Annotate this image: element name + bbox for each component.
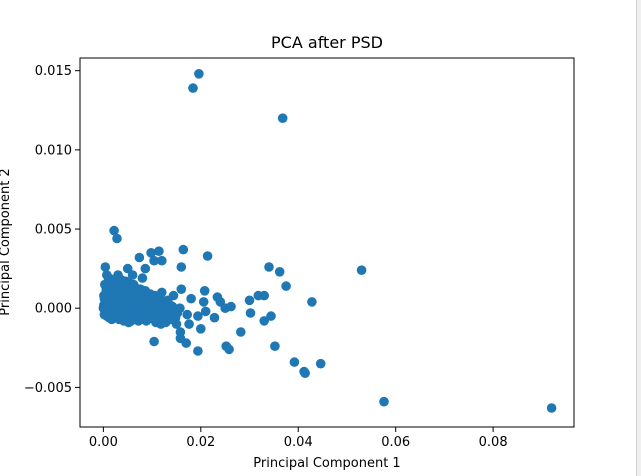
y-axis-label: Principal Component 2 (0, 168, 13, 315)
data-point (127, 270, 138, 280)
data-point (134, 252, 145, 263)
data-points (98, 69, 557, 413)
data-point (281, 281, 291, 291)
data-point (264, 262, 274, 272)
data-point (176, 284, 187, 295)
window-edge (636, 0, 641, 476)
x-tick-label: 0.02 (186, 435, 215, 450)
y-tick-label: −0.005 (24, 381, 72, 396)
data-point (193, 346, 203, 356)
data-point (356, 265, 367, 276)
data-point (133, 286, 144, 296)
data-point (100, 262, 111, 272)
data-point (209, 312, 220, 323)
data-point (379, 396, 389, 407)
data-point (186, 293, 196, 304)
chart-title: PCA after PSD (271, 33, 383, 52)
axis-ticks: 0.00 0.02 0.04 0.06 0.08 −0.005 0.000 0.005 0.01… (24, 64, 508, 450)
data-point (112, 233, 122, 244)
data-point (188, 83, 198, 93)
data-point (147, 297, 158, 307)
data-point (104, 273, 114, 283)
data-point (194, 69, 204, 79)
x-tick-label: 0.06 (381, 435, 410, 450)
data-point (155, 292, 165, 302)
data-point (198, 297, 209, 307)
data-point (145, 309, 156, 320)
data-point (277, 113, 288, 123)
data-point (200, 306, 211, 317)
data-point (178, 244, 189, 255)
data-point (199, 286, 210, 296)
data-point (176, 262, 187, 272)
data-point (245, 308, 256, 318)
data-point (146, 248, 156, 258)
data-point (289, 357, 300, 367)
x-axis-label: Principal Component 1 (253, 456, 400, 471)
data-point (175, 333, 186, 344)
y-tick-label: 0.000 (35, 302, 72, 317)
data-point (154, 246, 164, 256)
y-tick-label: 0.010 (35, 143, 72, 158)
data-point (315, 358, 326, 369)
data-point (259, 290, 270, 301)
data-point (109, 225, 119, 236)
data-point (274, 267, 285, 277)
data-point (226, 301, 236, 312)
data-point (244, 295, 255, 306)
data-point (202, 251, 213, 261)
data-point (193, 311, 203, 321)
data-point (106, 282, 117, 293)
data-point (149, 336, 159, 347)
y-tick-label: 0.015 (35, 64, 72, 79)
data-point (546, 403, 557, 413)
data-point (182, 309, 192, 320)
data-point (224, 344, 234, 355)
data-point (149, 255, 159, 266)
data-point (307, 297, 317, 307)
data-point (266, 311, 276, 321)
data-point (140, 263, 151, 274)
x-tick-label: 0.08 (479, 435, 508, 450)
y-tick-label: 0.005 (35, 223, 72, 238)
data-point (128, 311, 138, 321)
data-point (157, 255, 167, 266)
data-point (270, 341, 280, 352)
data-point (117, 297, 128, 307)
data-point (184, 319, 194, 329)
data-point (137, 273, 148, 283)
data-point (196, 324, 206, 334)
x-tick-label: 0.00 (89, 435, 118, 450)
x-tick-label: 0.04 (284, 435, 313, 450)
plot-frame (79, 57, 575, 428)
data-point (175, 303, 185, 314)
data-point (236, 327, 246, 337)
data-point (300, 368, 310, 379)
data-point (259, 316, 270, 326)
